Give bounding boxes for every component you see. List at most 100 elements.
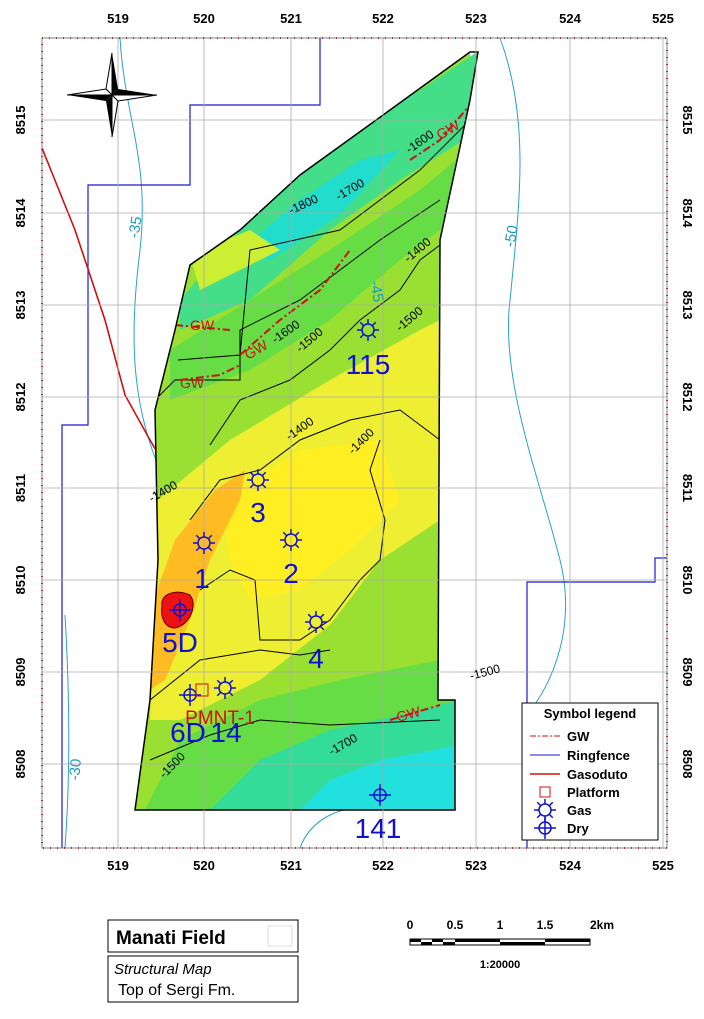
contour <box>499 38 566 711</box>
gas-ray <box>261 471 267 477</box>
band <box>190 230 280 290</box>
y-tick-label: 8510 <box>13 566 28 595</box>
map-frame <box>41 37 668 849</box>
y-tick-label: 8512 <box>680 383 695 412</box>
ringfence <box>61 38 321 848</box>
fault <box>177 119 471 361</box>
legend-item: Ringfence <box>567 748 630 763</box>
y-tick-label: 8514 <box>680 199 695 229</box>
north-arrow <box>66 52 158 138</box>
gas-ray <box>307 625 313 631</box>
logo <box>267 925 293 947</box>
gas-ray <box>294 531 300 537</box>
legend-item: Dry <box>567 821 589 836</box>
gas-ray <box>216 691 222 697</box>
contour-label: -30 <box>66 758 85 781</box>
gas-ray <box>371 321 377 327</box>
subtitle-box <box>107 955 299 1003</box>
scale-label: 2km <box>590 918 614 932</box>
band <box>240 150 400 260</box>
platform-label: PMNT-1 <box>185 708 255 729</box>
scale-label: 1.5 <box>537 918 554 932</box>
scale-label: 0 <box>407 918 414 932</box>
x-tick-label: 524 <box>559 11 581 26</box>
band <box>170 140 478 400</box>
legend-item: Gasoduto <box>567 767 628 782</box>
x-tick-label: 525 <box>652 858 674 873</box>
x-tick-label: 522 <box>372 11 394 26</box>
gas-ray <box>216 679 222 685</box>
gas-ray <box>307 613 313 619</box>
legend-item: Platform <box>567 785 620 800</box>
grid <box>42 38 667 848</box>
y-tick-label: 8511 <box>680 474 695 502</box>
y-tick-label: 8511 <box>13 474 28 502</box>
gw-line <box>389 704 441 721</box>
legend-item: GW <box>567 729 590 744</box>
gas-ray <box>228 679 234 685</box>
scale-ratio: 1:20000 <box>480 959 520 971</box>
x-tick-label: 523 <box>465 11 487 26</box>
legend-title: Symbol legend <box>544 706 637 721</box>
y-tick-label: 8513 <box>13 291 28 320</box>
contour <box>64 614 70 848</box>
ringfence <box>526 557 667 848</box>
gw-line <box>239 249 351 356</box>
legend-item: Gas <box>567 803 592 818</box>
legend: Symbol legend GW Ringfence Gasoduto Plat… <box>521 702 659 841</box>
formation: Top of Sergi Fm. <box>118 982 235 999</box>
x-tick-label: 520 <box>193 858 215 873</box>
x-tick-label: 521 <box>280 11 302 26</box>
subtitle: Structural Map <box>114 961 212 978</box>
y-tick-label: 8509 <box>680 658 695 687</box>
gas-ray <box>536 801 542 807</box>
y-tick-label: 8515 <box>13 106 28 135</box>
gas-ray <box>261 483 267 489</box>
legend-symbol <box>539 786 551 798</box>
field-outline <box>134 51 479 811</box>
gw-line <box>174 324 231 331</box>
well-label: 4 <box>308 643 324 674</box>
gw-line <box>179 364 241 381</box>
contour <box>119 38 161 471</box>
gas-ray <box>195 546 201 552</box>
contour-label: -50 <box>501 224 522 248</box>
gas-ray <box>249 483 255 489</box>
x-tick-label: 519 <box>107 858 129 873</box>
fault <box>189 409 441 521</box>
fault <box>154 199 441 401</box>
gas-ray <box>294 543 300 549</box>
x-tick-label: 523 <box>465 858 487 873</box>
gas-ray <box>195 534 201 540</box>
fault <box>199 439 386 641</box>
scale-label: 0.5 <box>447 918 464 932</box>
well-label: 1 <box>194 563 210 594</box>
gas-ray <box>548 813 554 819</box>
gw-label: GW <box>190 317 215 333</box>
x-tick-label: 519 <box>107 11 129 26</box>
gas-ray <box>319 625 325 631</box>
well-label: 141 <box>355 813 402 844</box>
y-tick-label: 8512 <box>13 383 28 412</box>
scale-bar <box>409 938 591 946</box>
well-label: 5D <box>162 627 198 658</box>
y-tick-label: 8515 <box>680 106 695 135</box>
x-tick-label: 520 <box>193 11 215 26</box>
gas-ray <box>359 321 365 327</box>
y-tick-label: 8509 <box>13 658 28 687</box>
x-tick-label: 521 <box>280 858 302 873</box>
well-label: 6D <box>170 717 206 748</box>
x-tick-label: 525 <box>652 11 674 26</box>
legend-symbol <box>534 799 556 821</box>
x-tick-label: 524 <box>559 858 581 873</box>
gas-ray <box>536 813 542 819</box>
x-tick-label: 522 <box>372 858 394 873</box>
wells <box>169 319 391 806</box>
gas-ray <box>228 691 234 697</box>
y-tick-label: 8508 <box>13 750 28 779</box>
gas-ray <box>319 613 325 619</box>
y-tick-label: 8510 <box>680 566 695 595</box>
y-tick-label: 8508 <box>680 750 695 779</box>
contour-label: -45 <box>366 279 387 303</box>
